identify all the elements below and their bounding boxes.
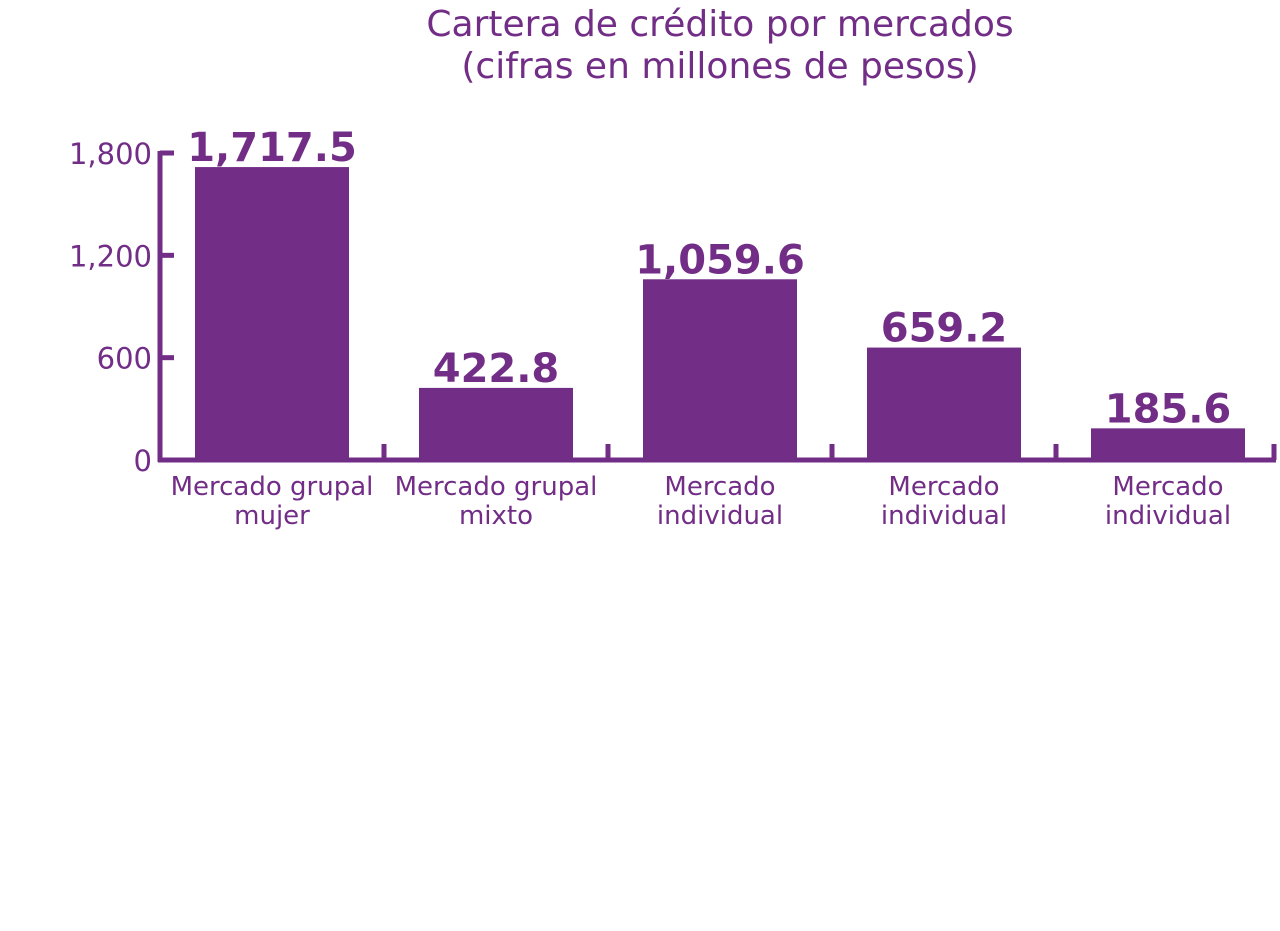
bar xyxy=(419,387,573,458)
data-label: 659.2 xyxy=(881,306,1008,352)
bar xyxy=(867,347,1021,458)
bar xyxy=(195,167,349,458)
x-tick-label: individual xyxy=(881,501,1007,531)
data-label: 185.6 xyxy=(1105,386,1232,432)
bar xyxy=(1091,428,1245,458)
y-tick-label: 1,200 xyxy=(69,239,152,273)
x-tick-label: individual xyxy=(1105,501,1231,531)
x-tick-label: mixto xyxy=(459,501,533,531)
axes: 0 600 1,200 1,800 xyxy=(69,137,1277,478)
x-tick-label: Mercado xyxy=(1112,472,1223,502)
x-tick-label: Mercado grupal xyxy=(395,472,598,502)
x-tick-label: Mercado xyxy=(888,472,999,502)
data-label: 1,717.5 xyxy=(187,125,357,171)
chart-subtitle: (cifras en millones de pesos) xyxy=(461,46,978,87)
y-tick-label: 0 xyxy=(134,444,152,478)
x-tick-label: mujer xyxy=(234,501,310,531)
x-tick-label: individual xyxy=(657,501,783,531)
y-tick-label: 600 xyxy=(97,342,152,376)
x-tick-label: Mercado xyxy=(664,472,775,502)
y-tick-label: 1,800 xyxy=(69,137,152,171)
bar xyxy=(643,279,797,458)
data-label: 1,059.6 xyxy=(635,237,805,283)
chart-title: Cartera de crédito por mercados xyxy=(426,4,1013,45)
data-label: 422.8 xyxy=(433,346,560,392)
x-tick-label: Mercado grupal xyxy=(171,472,374,502)
